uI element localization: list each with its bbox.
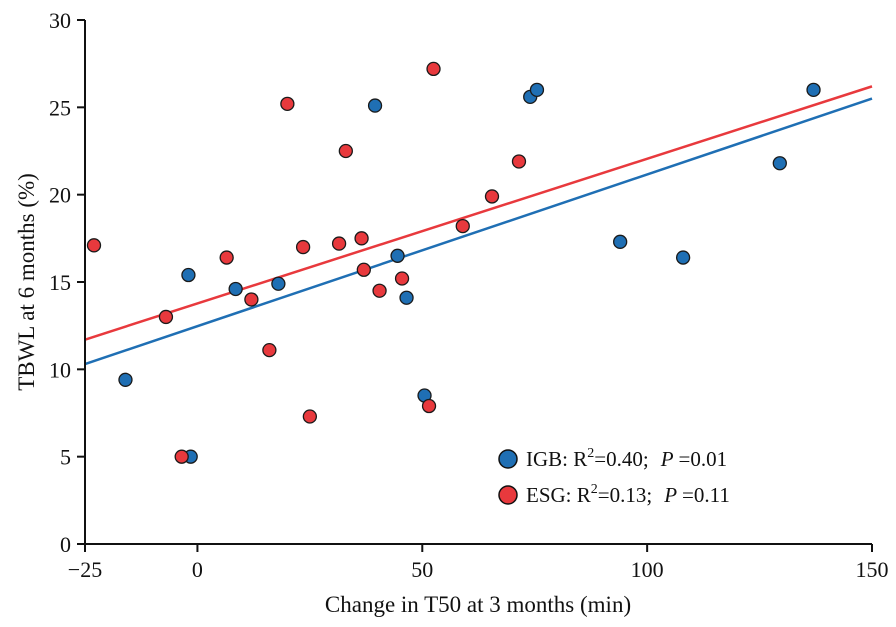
point-esg xyxy=(426,61,441,77)
legend-esg-r2: =0.13; xyxy=(598,483,652,507)
point-esg xyxy=(394,271,410,286)
legend-label-igb: IGB: R2=0.40; P =0.01 xyxy=(526,446,727,471)
point-esg xyxy=(484,189,500,204)
x-tick-label: 50 xyxy=(411,557,433,582)
x-axis-title: Change in T50 at 3 months (min) xyxy=(325,592,631,617)
legend-esg-superscript: 2 xyxy=(591,482,598,497)
legend-igb-superscript: 2 xyxy=(587,446,594,461)
point-esg xyxy=(302,409,318,424)
y-ticks: 0 5 10 15 20 25 30 xyxy=(49,8,85,557)
y-tick-label: 15 xyxy=(49,270,71,295)
point-igb xyxy=(228,281,243,297)
x-tick-label: 0 xyxy=(192,557,203,582)
data-points xyxy=(86,61,821,464)
point-esg xyxy=(356,262,371,277)
point-esg xyxy=(338,143,353,159)
y-tick-label: 10 xyxy=(49,357,71,382)
x-tick-label: 100 xyxy=(631,557,664,582)
point-igb xyxy=(613,234,628,249)
point-esg xyxy=(158,309,174,325)
point-esg xyxy=(174,449,189,464)
legend-igb-name: IGB: R xyxy=(526,447,587,471)
y-axis-title: TBWL at 6 months (%) xyxy=(14,173,39,391)
legend-marker-igb xyxy=(498,449,518,469)
point-igb xyxy=(529,82,545,98)
y-tick-label: 25 xyxy=(49,95,71,120)
point-igb xyxy=(271,276,286,291)
legend-igb-p-label: P xyxy=(660,447,674,471)
point-esg xyxy=(421,398,437,414)
point-esg xyxy=(455,218,470,234)
point-esg xyxy=(244,292,259,307)
point-igb xyxy=(675,250,691,265)
trendline-esg xyxy=(84,85,873,341)
legend-marker-esg xyxy=(498,485,518,505)
point-esg xyxy=(372,283,387,298)
point-igb xyxy=(367,98,383,113)
plot-area xyxy=(84,61,873,464)
legend-esg-p-value: =0.11 xyxy=(682,483,730,507)
y-tick-label: 30 xyxy=(49,8,71,33)
point-esg xyxy=(354,231,369,246)
legend-label-esg: ESG: R2=0.13; P =0.11 xyxy=(526,482,730,507)
legend-igb-p-value: =0.01 xyxy=(679,447,728,471)
y-tick-label: 20 xyxy=(49,183,71,208)
legend-item-esg: ESG: R2=0.13; P =0.11 xyxy=(498,482,730,507)
point-esg xyxy=(280,96,295,111)
point-igb xyxy=(181,267,196,283)
point-esg xyxy=(86,238,102,253)
point-igb xyxy=(772,156,787,171)
x-tick-label: 150 xyxy=(856,557,889,582)
y-tick-label: 0 xyxy=(60,532,71,557)
point-igb xyxy=(399,290,414,305)
legend-item-igb: IGB: R2=0.40; P =0.01 xyxy=(498,446,727,471)
trendline-igb xyxy=(84,97,873,366)
legend: IGB: R2=0.40; P =0.01 ESG: R2=0.13; P =0.11 xyxy=(498,446,730,507)
point-esg xyxy=(295,239,311,255)
y-tick-label: 5 xyxy=(60,445,71,470)
point-esg xyxy=(219,250,234,265)
legend-esg-name: ESG: R xyxy=(526,483,591,507)
point-igb xyxy=(806,82,821,98)
trendlines xyxy=(84,85,873,366)
point-esg xyxy=(331,236,347,251)
point-igb xyxy=(390,248,405,263)
x-ticks: −25 0 50 100 150 xyxy=(68,544,889,582)
point-igb xyxy=(118,372,133,387)
point-esg xyxy=(262,342,277,358)
legend-esg-p-label: P xyxy=(663,483,677,507)
legend-igb-r2: =0.40; xyxy=(594,447,648,471)
point-esg xyxy=(511,154,527,169)
x-tick-label: −25 xyxy=(68,557,102,582)
